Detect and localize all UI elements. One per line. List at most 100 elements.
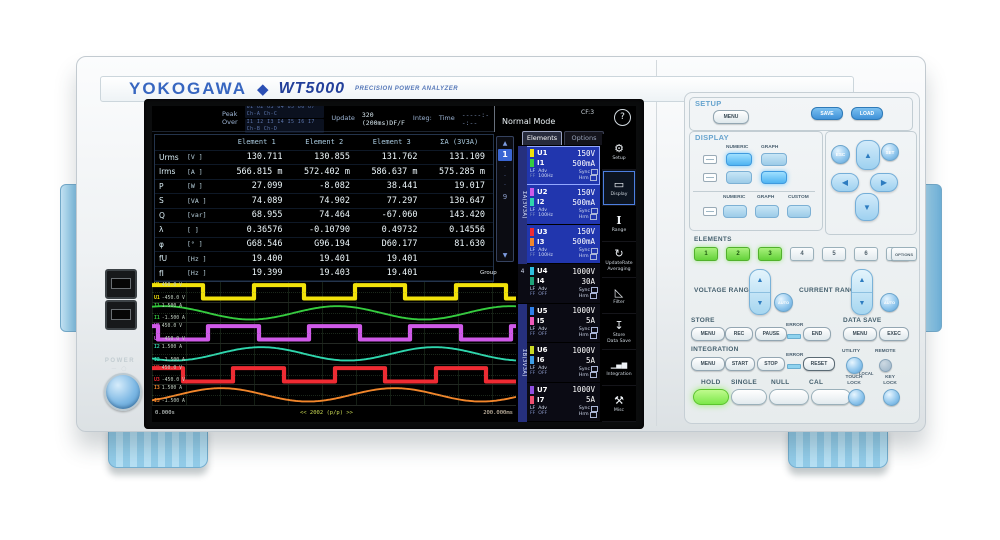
options-key[interactable]: OPTIONS	[891, 247, 917, 261]
hold-button[interactable]	[693, 389, 729, 405]
page-up-icon[interactable]: ▲	[502, 140, 508, 147]
data-save-exec-button[interactable]: EXEC	[879, 327, 909, 341]
measurement-name: P	[159, 181, 164, 191]
element-group-7[interactable]: U7 1000V I7 5A LF FF Adv OFF Sync Hrm	[518, 382, 600, 422]
sidebar-update-rate-button[interactable]: ↻ UpdateRate Averaging	[602, 242, 636, 278]
power-button[interactable]	[104, 373, 142, 411]
store-rec-button[interactable]: REC	[725, 327, 753, 341]
element-key-5[interactable]: 5	[822, 247, 846, 261]
tab-options[interactable]: Options	[564, 131, 604, 145]
numeric2-display-button[interactable]	[723, 205, 747, 218]
element-group-3[interactable]: U3 150V I3 500mA LF FF Adv 100Hz Sync Hrm	[518, 224, 600, 265]
voltage-range-rocker[interactable]: ▲ ▼	[749, 269, 771, 315]
sidebar-display-button[interactable]: ▭ Display	[602, 170, 636, 206]
display-row2-button-2[interactable]	[761, 171, 787, 184]
measurement-value: -8.082	[319, 181, 350, 192]
touchscreen[interactable]: Peak Over U1 U2 U3 U4 U5 U6 U7 Ch-A Ch-C…	[152, 106, 636, 422]
voltage-range-down-button[interactable]: ▼	[756, 299, 764, 307]
key-lock-button[interactable]	[883, 389, 900, 406]
element-key-6[interactable]: 6	[854, 247, 878, 261]
element-group-2[interactable]: U2 150V I2 500mA LF FF Adv 100Hz Sync Hrm	[518, 185, 600, 225]
sidebar-filter-button[interactable]: ◺ Filter	[602, 278, 636, 314]
cal-button[interactable]	[811, 389, 851, 405]
store-menu-button[interactable]: MENU	[691, 327, 725, 341]
channel-range: 1000V	[572, 306, 595, 316]
integration-start-button[interactable]: START	[725, 357, 755, 371]
sync-flag-text: Sync	[578, 169, 590, 175]
current-range-down-button[interactable]: ▼	[858, 299, 866, 307]
measurement-table-header: Element 1 Element 2 Element 3 ΣA (3V3A)	[155, 135, 493, 151]
graph2-display-button[interactable]	[755, 205, 779, 218]
cursor-right-button[interactable]: ▶	[870, 173, 898, 192]
sidebar-store-data-save-button[interactable]: ↧ Store Data Save	[602, 314, 636, 350]
hrm-flag-box	[589, 253, 597, 260]
measurement-value: 130.711	[246, 152, 283, 163]
element-key-1[interactable]: 1	[694, 247, 718, 261]
channel-id: U4	[537, 267, 548, 276]
measurement-value: 81.630	[454, 239, 485, 250]
sidebar-setup-button[interactable]: ⚙ Setup	[602, 134, 636, 170]
sidebar-integration-button[interactable]: ▁▄▆ Integration	[602, 350, 636, 386]
element-group-6[interactable]: U6 1000V I6 5A LF FF Adv OFF Sync Hrm	[518, 343, 600, 383]
numeric-display-button[interactable]	[726, 153, 752, 166]
page-navigator[interactable]: ▲ 1 · · · 9 ▼	[496, 136, 514, 262]
element-group-4[interactable]: U4 1000V I4 30A LF FF Adv OFF Sync Hrm	[518, 264, 600, 304]
current-range-up-button[interactable]: ▲	[852, 270, 872, 293]
current-page-number[interactable]: 1	[498, 149, 512, 161]
channel-range: 150V	[576, 187, 595, 197]
esc-button[interactable]: ESC	[831, 145, 850, 164]
page-dot: ·	[503, 163, 507, 171]
touch-lock-label-2: LOCK	[847, 381, 861, 386]
sync-flag-box	[591, 169, 598, 175]
element-channel-row: U3 150V	[530, 227, 598, 237]
time-axis-start: 0.000s	[155, 410, 175, 416]
save-button[interactable]: SAVE	[811, 107, 843, 120]
channel-range: 1000V	[572, 385, 595, 395]
trace-min-label: I1 -1.500 A	[154, 316, 185, 321]
cursor-down-button[interactable]: ▼	[855, 193, 879, 221]
page-down-icon[interactable]: ▼	[502, 252, 508, 259]
element-key-2[interactable]: 2	[726, 247, 750, 261]
integration-menu-button[interactable]: MENU	[691, 357, 725, 371]
display-row2-button-1[interactable]	[726, 171, 752, 184]
voltage-range-up-button[interactable]: ▲	[750, 270, 770, 293]
single-button[interactable]	[731, 389, 767, 405]
element-key-3[interactable]: 3	[758, 247, 782, 261]
utility-button[interactable]	[846, 357, 863, 374]
hrm-flag-box	[589, 411, 597, 418]
store-end-button[interactable]: END	[803, 327, 831, 341]
cursor-up-button[interactable]: ▲	[856, 140, 880, 170]
custom-display-button[interactable]	[787, 205, 811, 218]
freq-setting: 100Hz	[538, 174, 553, 179]
element-group-5[interactable]: U5 1000V I5 5A LF FF Adv OFF Sync Hrm	[518, 303, 600, 344]
sync-flag-text: Sync	[578, 327, 590, 333]
update-value: 320 (200ms)DF/F	[361, 110, 405, 127]
trace-min-value: -1.500 A	[161, 399, 185, 405]
element-channel-row: I2 500mA	[530, 197, 598, 207]
setup-menu-button[interactable]: MENU	[713, 110, 749, 124]
measurement-value: -67.060	[381, 210, 418, 221]
store-pause-button[interactable]: PAUSE	[755, 327, 787, 341]
sidebar-misc-button[interactable]: ⚒ Misc	[602, 386, 636, 422]
touch-lock-button[interactable]	[848, 389, 865, 406]
integration-reset-button[interactable]: RESET	[803, 357, 835, 371]
tab-elements[interactable]: Elements	[522, 131, 562, 145]
sidebar-range-button[interactable]: I Range	[602, 206, 636, 242]
element-key-4[interactable]: 4	[790, 247, 814, 261]
data-save-menu-button[interactable]: MENU	[843, 327, 877, 341]
integ-time-label: Time	[438, 114, 455, 122]
help-icon[interactable]: ?	[614, 109, 631, 126]
last-page-number[interactable]: 9	[502, 193, 508, 201]
graph-display-button[interactable]	[761, 153, 787, 166]
integration-stop-button[interactable]: STOP	[757, 357, 785, 371]
set-button[interactable]: SET	[881, 143, 899, 161]
cursor-left-button[interactable]: ◀	[831, 173, 859, 192]
current-range-rocker[interactable]: ▲ ▼	[851, 269, 873, 315]
measurement-value: 0.49732	[381, 224, 418, 235]
element-group-1[interactable]: U1 150V I1 500mA LF FF Adv 100Hz Sync Hrm	[518, 146, 600, 186]
null-button[interactable]	[769, 389, 809, 405]
voltage-auto-button[interactable]: AUTO	[774, 293, 793, 312]
load-button[interactable]: LOAD	[851, 107, 883, 120]
screen-menu-sidebar: ⚙ Setup ▭ Display I Range ↻ UpdateRate Averaging…	[602, 134, 636, 422]
current-auto-button[interactable]: AUTO	[880, 293, 899, 312]
